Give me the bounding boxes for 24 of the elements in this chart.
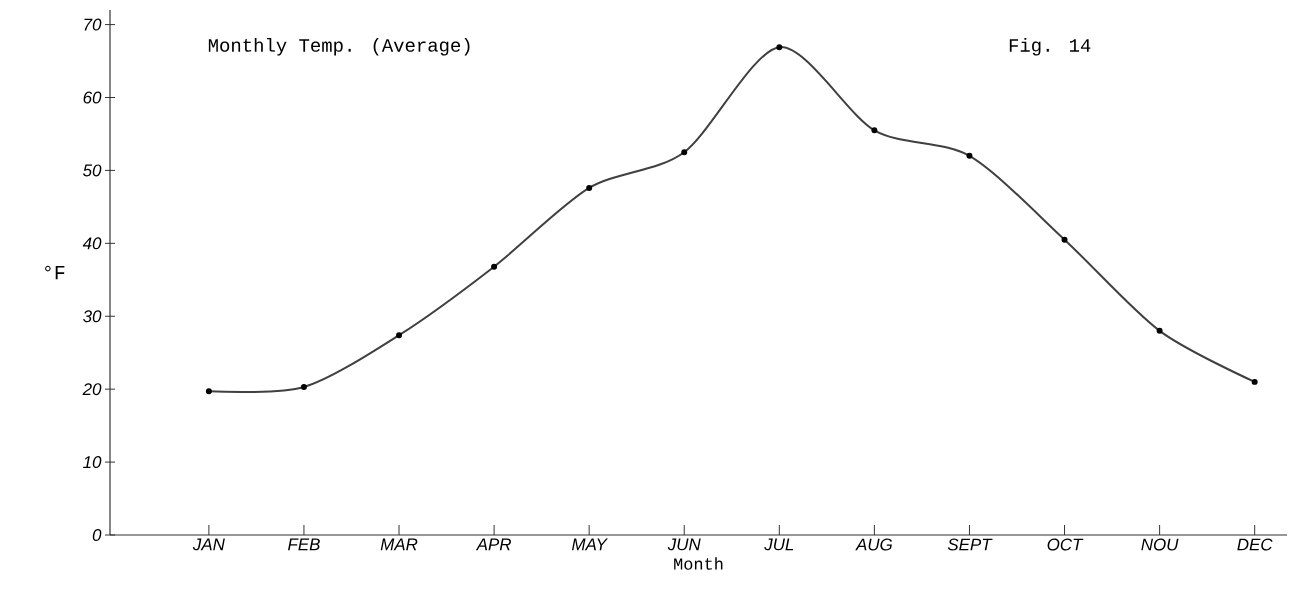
- y-axis-title: °F: [45, 265, 65, 280]
- x-tick-label: FEB: [288, 538, 320, 551]
- text: Monthly Temp. (Average): [208, 37, 470, 56]
- x-tick-label: MAR: [380, 538, 418, 551]
- x-tick-label: OCT: [1047, 538, 1084, 551]
- y-tick-label: 10: [83, 456, 102, 469]
- x-tick-label: JUN: [667, 538, 701, 551]
- x-tick-label: DEC: [1237, 538, 1273, 551]
- y-tick-label: 70: [84, 18, 102, 31]
- x-tick-label: JUL: [764, 538, 794, 551]
- x-tick-label: JAN: [192, 538, 225, 551]
- x-tick-label: SEPT: [947, 538, 993, 551]
- y-tick-label: 0: [92, 529, 102, 541]
- y-tick-label: 50: [83, 164, 102, 177]
- x-tick-label: AUG: [855, 538, 893, 551]
- x-tick-label: NOU: [1141, 538, 1179, 551]
- y-tick-label: 20: [82, 383, 102, 396]
- x-tick-label: APR: [475, 538, 511, 551]
- y-tick-label: 40: [82, 237, 102, 250]
- x-axis-title: Month: [674, 557, 723, 570]
- y-tick-label: 60: [83, 91, 102, 104]
- annotation: Fig. 14: [1009, 37, 1091, 56]
- x-tick-label: MAY: [571, 538, 608, 551]
- y-tick-label: 30: [83, 310, 102, 323]
